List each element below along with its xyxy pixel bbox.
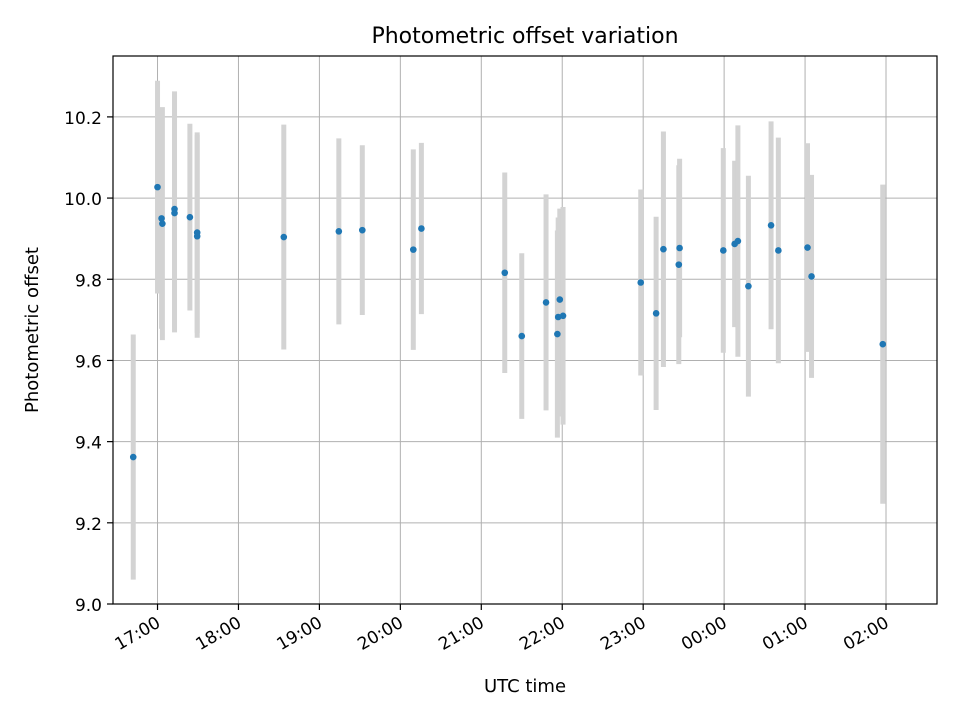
data-point-6 — [186, 213, 194, 221]
data-point-25 — [676, 244, 683, 252]
data-point-10 — [335, 228, 343, 235]
data-point-34 — [879, 340, 887, 348]
plot-frame — [112, 55, 938, 605]
y-axis-label: Photometric offset — [22, 247, 43, 413]
data-point-20 — [559, 312, 567, 320]
data-point-22 — [652, 310, 660, 317]
chart-title: Photometric offset variation — [371, 24, 678, 49]
data-point-21 — [637, 279, 645, 286]
data-point-14 — [501, 269, 509, 277]
data-point-23 — [660, 245, 667, 253]
plot-area — [112, 55, 938, 605]
data-point-24 — [675, 261, 683, 268]
y-axis: 9.0 9.2 9.4 9.6 9.8 10.0 10.2 — [64, 109, 113, 616]
data-point-11 — [359, 226, 366, 234]
data-point-19 — [556, 296, 564, 303]
data-point-33 — [808, 273, 815, 280]
data-point-3 — [159, 220, 166, 227]
y-tick-label: 9.6 — [75, 352, 102, 372]
y-tick-label: 10.2 — [64, 109, 102, 129]
data-points — [129, 183, 887, 461]
y-tick-label: 9.8 — [75, 271, 102, 291]
data-point-15 — [518, 332, 526, 340]
data-point-8 — [193, 232, 201, 240]
data-point-16 — [542, 299, 550, 306]
data-point-32 — [804, 244, 811, 251]
y-tick-label: 9.2 — [75, 515, 102, 535]
y-tick-label: 9.0 — [75, 596, 102, 616]
data-point-1 — [154, 183, 161, 191]
data-point-26 — [720, 247, 727, 254]
y-tick-label: 9.4 — [75, 434, 102, 454]
data-point-9 — [280, 233, 288, 241]
data-point-28 — [734, 237, 742, 245]
data-point-17 — [554, 330, 561, 338]
data-point-0 — [129, 453, 137, 461]
data-point-13 — [418, 225, 425, 232]
data-point-29 — [745, 282, 752, 290]
data-point-12 — [409, 246, 417, 253]
data-point-2 — [158, 215, 165, 222]
data-point-31 — [775, 247, 782, 254]
data-point-5 — [171, 209, 178, 217]
data-point-30 — [767, 221, 775, 229]
x-axis-label: UTC time — [484, 676, 566, 697]
y-tick-label: 10.0 — [64, 190, 102, 210]
